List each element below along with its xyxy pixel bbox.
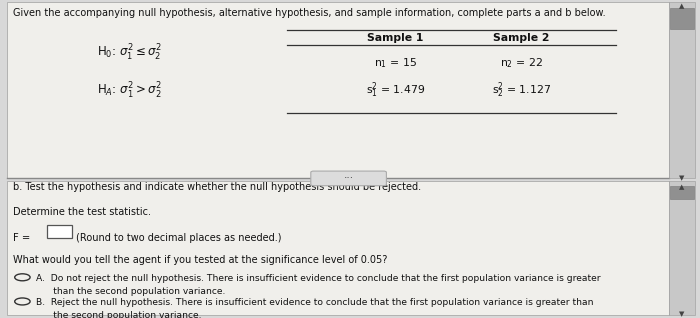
FancyBboxPatch shape <box>670 186 694 199</box>
Text: Sample 1: Sample 1 <box>368 33 424 43</box>
FancyBboxPatch shape <box>668 2 695 178</box>
Text: s$^2_1$ = 1.479: s$^2_1$ = 1.479 <box>366 81 425 100</box>
Text: What would you tell the agent if you tested at the significance level of 0.05?: What would you tell the agent if you tes… <box>13 255 387 265</box>
Text: H$_A$: $\sigma^2_1 > \sigma^2_2$: H$_A$: $\sigma^2_1 > \sigma^2_2$ <box>97 80 162 101</box>
Text: s$^2_2$ = 1.127: s$^2_2$ = 1.127 <box>492 81 551 100</box>
Text: ···: ··· <box>344 173 354 183</box>
Text: F =: F = <box>13 233 33 243</box>
Text: A.  Do not reject the null hypothesis. There is insufficient evidence to conclud: A. Do not reject the null hypothesis. Th… <box>36 274 601 283</box>
FancyBboxPatch shape <box>7 2 668 178</box>
FancyBboxPatch shape <box>670 8 694 29</box>
Text: H$_0$: $\sigma^2_1 \leq \sigma^2_2$: H$_0$: $\sigma^2_1 \leq \sigma^2_2$ <box>97 42 162 63</box>
Text: n$_2$ = 22: n$_2$ = 22 <box>500 57 543 71</box>
Text: ▼: ▼ <box>679 175 685 181</box>
Text: b. Test the hypothesis and indicate whether the null hypothesis should be reject: b. Test the hypothesis and indicate whet… <box>13 182 421 192</box>
FancyBboxPatch shape <box>311 171 386 186</box>
Text: ▲: ▲ <box>679 3 685 9</box>
FancyBboxPatch shape <box>47 225 72 238</box>
Text: Determine the test statistic.: Determine the test statistic. <box>13 207 150 217</box>
FancyBboxPatch shape <box>7 181 668 315</box>
Text: than the second population variance.: than the second population variance. <box>36 287 226 296</box>
Text: Given the accompanying null hypothesis, alternative hypothesis, and sample infor: Given the accompanying null hypothesis, … <box>13 8 606 18</box>
Text: ▼: ▼ <box>679 312 685 318</box>
Text: ▲: ▲ <box>679 184 685 190</box>
Text: (Round to two decimal places as needed.): (Round to two decimal places as needed.) <box>76 233 281 243</box>
FancyBboxPatch shape <box>668 181 695 315</box>
Text: Sample 2: Sample 2 <box>494 33 550 43</box>
Text: the second population variance.: the second population variance. <box>36 311 202 318</box>
Text: n$_1$ = 15: n$_1$ = 15 <box>374 57 417 71</box>
Text: B.  Reject the null hypothesis. There is insufficient evidence to conclude that : B. Reject the null hypothesis. There is … <box>36 298 594 307</box>
